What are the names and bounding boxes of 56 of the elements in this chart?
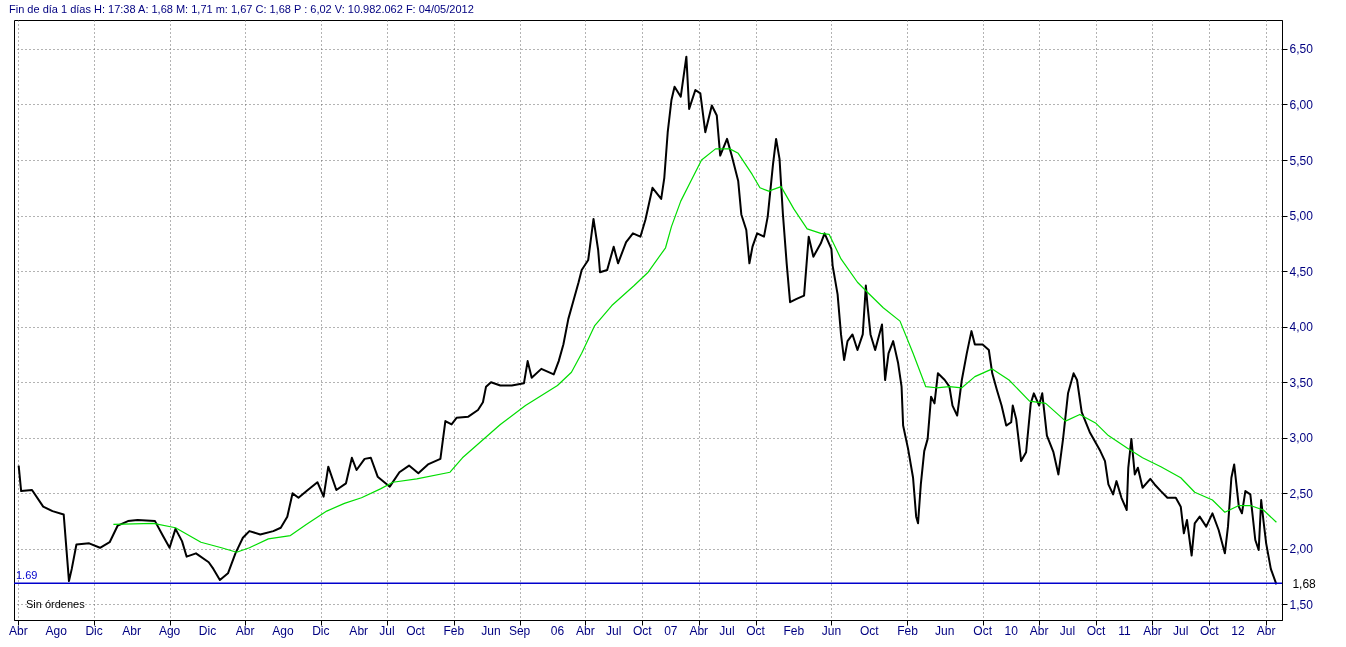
line-series: [17, 55, 1278, 586]
x-tick-label: Jun: [481, 624, 501, 638]
x-tick-label: Abr: [235, 624, 255, 638]
ref-line-label: 1.69: [16, 569, 38, 582]
y-tick-label: 3,00: [1289, 431, 1314, 446]
annotation: 1,68: [1292, 577, 1317, 592]
y-tick-label: 6,00: [1289, 97, 1314, 112]
x-tick-label: Jul: [719, 624, 735, 638]
y-tick-label: 4,00: [1289, 320, 1314, 335]
x-tick-label: Abr: [349, 624, 369, 638]
y-tick-label: 2,00: [1289, 542, 1314, 557]
x-tick-label: Oct: [746, 624, 766, 638]
x-tick-label: Jul: [1059, 624, 1076, 638]
x-tick-label: Oct: [859, 624, 880, 638]
x-tick-label: Ago: [158, 624, 181, 638]
y-tick-label: 5,00: [1289, 209, 1314, 224]
x-tick-label: Oct: [1086, 624, 1106, 638]
x-tick-label: Oct: [406, 624, 426, 638]
x-tick-label: 10: [1004, 624, 1019, 638]
x-tick-label: 11: [1118, 624, 1132, 638]
x-tick-label: Jun: [935, 624, 955, 638]
y-tick-label: 6,50: [1289, 42, 1314, 57]
x-tick-label: 07: [664, 624, 678, 638]
x-tick-label: Abr: [689, 624, 709, 638]
x-tick-label: Jun: [821, 624, 842, 638]
x-tick-label: Ago: [45, 624, 68, 638]
y-tick-label: 2,50: [1289, 486, 1314, 501]
x-tick-label: Jul: [606, 624, 622, 638]
x-tick-label: Abr: [9, 624, 28, 638]
x-tick-label: Abr: [576, 624, 595, 638]
y-tick-label: 5,50: [1289, 153, 1314, 168]
x-tick-label: Oct: [1199, 624, 1220, 638]
line-series: [112, 148, 1278, 553]
annotation: Sin órdenes: [26, 598, 86, 610]
x-tick-label: Jul: [1173, 624, 1189, 638]
x-tick-label: Abr: [122, 624, 142, 638]
x-tick-label: Jul: [379, 624, 395, 638]
x-tick-label: Dic: [85, 624, 103, 638]
x-tick-label: 12: [1231, 624, 1245, 638]
x-tick-label: Feb: [783, 624, 805, 638]
x-tick-label: Sep: [508, 624, 531, 638]
y-tick-label: 1,50: [1289, 597, 1314, 612]
x-tick-label: Feb: [443, 624, 465, 638]
x-tick-label: Feb: [897, 624, 919, 638]
x-tick-label: Abr: [1143, 624, 1162, 638]
x-tick-label: Oct: [632, 624, 653, 638]
chart-title: Fin de día 1 días H: 17:38 A: 1,68 M: 1,71 m: 1,67 C: 1,68 P : 6,02 V: 10.982.062 F: 04/05/2012: [9, 3, 474, 15]
y-tick-label: 3,50: [1289, 375, 1314, 390]
x-tick-label: Ago: [272, 624, 294, 638]
x-tick-label: Abr: [1029, 624, 1049, 638]
x-tick-label: Oct: [973, 624, 993, 638]
x-tick-label: 06: [550, 624, 565, 638]
x-tick-label: Dic: [312, 624, 330, 638]
y-tick-label: 4,50: [1289, 264, 1314, 279]
x-tick-label: Abr: [1256, 624, 1276, 638]
x-tick-label: Dic: [198, 624, 217, 638]
